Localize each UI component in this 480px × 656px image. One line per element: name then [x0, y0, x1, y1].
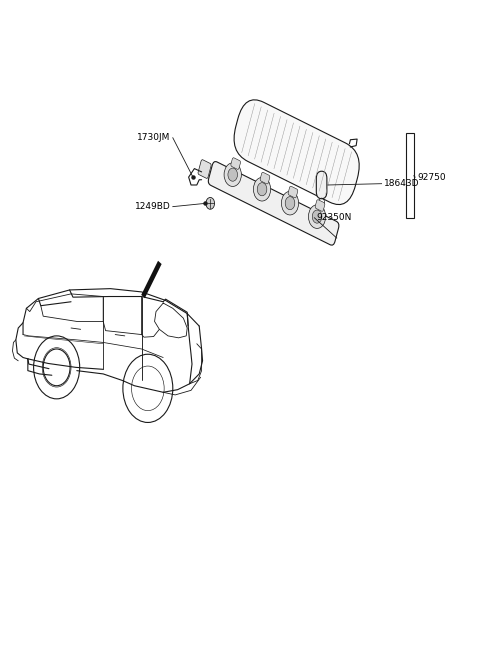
FancyBboxPatch shape — [316, 171, 327, 199]
Circle shape — [312, 210, 322, 223]
Text: 92750: 92750 — [418, 173, 446, 182]
Circle shape — [228, 168, 238, 181]
Circle shape — [224, 163, 241, 186]
Text: 1249BD: 1249BD — [135, 202, 170, 211]
Circle shape — [206, 197, 215, 209]
Circle shape — [309, 205, 326, 228]
FancyBboxPatch shape — [260, 173, 270, 184]
FancyBboxPatch shape — [315, 199, 325, 211]
FancyBboxPatch shape — [234, 100, 359, 205]
Text: 1730JM: 1730JM — [137, 133, 170, 142]
FancyArrow shape — [141, 260, 162, 298]
FancyBboxPatch shape — [198, 159, 211, 178]
Circle shape — [253, 177, 271, 201]
FancyBboxPatch shape — [231, 157, 240, 169]
Circle shape — [285, 197, 295, 210]
Circle shape — [257, 182, 267, 195]
FancyBboxPatch shape — [288, 186, 298, 198]
Text: 92350N: 92350N — [317, 213, 352, 222]
FancyBboxPatch shape — [208, 161, 339, 245]
Text: 18643D: 18643D — [384, 179, 420, 188]
Bar — [406, 133, 414, 218]
Circle shape — [281, 192, 299, 215]
